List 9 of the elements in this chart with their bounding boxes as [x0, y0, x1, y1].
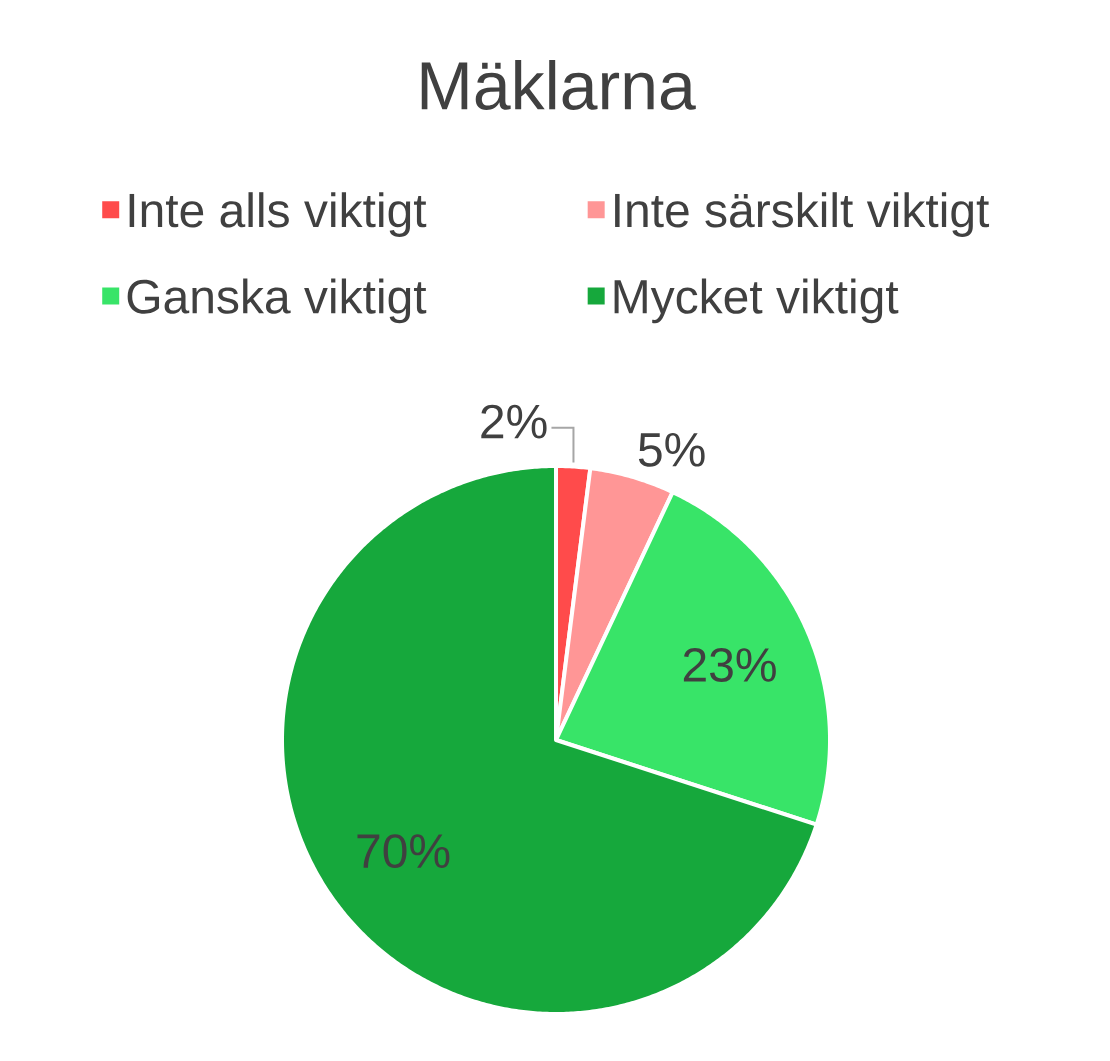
data-label: 23%: [683, 647, 776, 682]
data-label: 70%: [357, 834, 450, 869]
legend-label: Inte alls viktigt: [129, 192, 427, 237]
legend-label: Mycket viktigt: [614, 278, 899, 324]
data-label: 2%: [481, 404, 547, 439]
chart-title: Mäklarna: [421, 60, 696, 110]
legend-label: Ganska viktigt: [127, 278, 427, 324]
data-label: 5%: [638, 433, 705, 467]
legend-label: Inte särskilt viktigt: [615, 192, 990, 237]
